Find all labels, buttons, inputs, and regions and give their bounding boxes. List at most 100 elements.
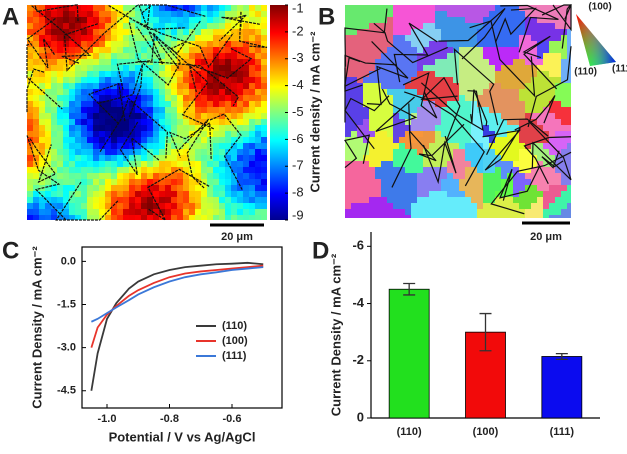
map-pixel [57, 101, 63, 107]
map-pixel [363, 155, 369, 161]
map-pixel [159, 11, 165, 17]
map-pixel [483, 89, 489, 95]
map-pixel [375, 191, 381, 197]
map-pixel [111, 197, 117, 203]
map-pixel [387, 155, 393, 161]
map-pixel [129, 131, 135, 137]
map-pixel [189, 179, 195, 185]
map-pixel [189, 95, 195, 101]
map-pixel [483, 53, 489, 59]
map-pixel [159, 35, 165, 41]
map-pixel [177, 11, 183, 17]
map-pixel [345, 29, 351, 35]
map-pixel [381, 23, 387, 29]
map-pixel [111, 155, 117, 161]
map-pixel [495, 59, 501, 65]
map-pixel [159, 209, 165, 215]
map-pixel [429, 215, 435, 218]
map-pixel [27, 173, 33, 179]
map-pixel [33, 101, 39, 107]
map-pixel [147, 125, 153, 131]
map-pixel [375, 113, 381, 119]
map-pixel [489, 119, 495, 125]
map-pixel [183, 23, 189, 29]
map-pixel [525, 161, 531, 167]
map-pixel [477, 77, 483, 83]
map-pixel [393, 197, 399, 203]
map-pixel [165, 41, 171, 47]
map-pixel [123, 179, 129, 185]
map-image [344, 4, 572, 218]
map-pixel [93, 209, 99, 215]
map-pixel [417, 11, 423, 17]
map-pixel [129, 167, 135, 173]
map-pixel [435, 5, 441, 11]
map-pixel [51, 143, 57, 149]
map-pixel [453, 101, 459, 107]
map-pixel [171, 179, 177, 185]
map-pixel [57, 83, 63, 89]
map-pixel [243, 83, 249, 89]
map-pixel [507, 41, 513, 47]
map-pixel [465, 137, 471, 143]
map-pixel [375, 11, 381, 17]
map-pixel [459, 35, 465, 41]
grain-boundary [344, 54, 397, 92]
map-pixel [183, 89, 189, 95]
map-pixel [393, 161, 399, 167]
map-pixel [501, 143, 507, 149]
map-pixel [129, 5, 135, 11]
map-pixel [195, 131, 201, 137]
map-pixel [153, 5, 159, 11]
map-pixel [243, 107, 249, 113]
map-pixel [63, 191, 69, 197]
map-pixel [171, 119, 177, 125]
map-pixel [447, 179, 453, 185]
map-pixel [75, 29, 81, 35]
map-pixel [99, 131, 105, 137]
map-pixel [525, 209, 531, 215]
map-pixel [543, 47, 549, 53]
map-pixel [99, 47, 105, 53]
map-pixel [261, 5, 267, 11]
map-pixel [369, 17, 375, 23]
map-pixel [405, 203, 411, 209]
map-pixel [357, 41, 363, 47]
map-pixel [417, 119, 423, 125]
map-pixel [75, 35, 81, 41]
map-pixel [201, 203, 207, 209]
map-pixel [81, 101, 87, 107]
map-pixel [435, 203, 441, 209]
map-pixel [195, 35, 201, 41]
map-pixel [99, 143, 105, 149]
map-pixel [231, 35, 237, 41]
map-pixel [189, 89, 195, 95]
map-pixel [525, 35, 531, 41]
map-pixel [477, 167, 483, 173]
map-pixel [117, 11, 123, 17]
y-axis-label: Current Density / mA cm⁻² [29, 246, 44, 409]
map-pixel [195, 209, 201, 215]
map-pixel [417, 101, 423, 107]
map-pixel [159, 71, 165, 77]
map-pixel [153, 143, 159, 149]
map-pixel [453, 41, 459, 47]
map-pixel [435, 137, 441, 143]
map-pixel [99, 137, 105, 143]
map-pixel [501, 161, 507, 167]
map-pixel [477, 155, 483, 161]
map-pixel [411, 41, 417, 47]
map-pixel [435, 47, 441, 53]
map-pixel [501, 131, 507, 137]
map-pixel [477, 209, 483, 215]
map-pixel [261, 71, 267, 77]
map-pixel [441, 203, 447, 209]
map-pixel [561, 71, 567, 77]
map-pixel [387, 125, 393, 131]
map-pixel [381, 203, 387, 209]
map-pixel [351, 65, 357, 71]
map-pixel [471, 173, 477, 179]
map-pixel [201, 41, 207, 47]
map-pixel [159, 113, 165, 119]
map-pixel [471, 83, 477, 89]
